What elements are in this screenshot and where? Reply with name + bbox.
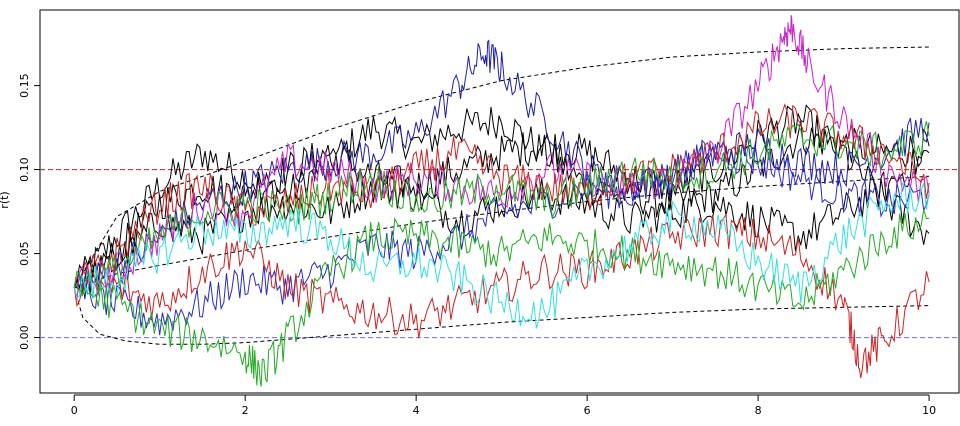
y-tick-label: 0.15 (18, 73, 31, 98)
y-axis-label: r(t) (0, 191, 11, 208)
series-line-7 (73, 103, 930, 288)
y-axis: 0.00 0.05 0.10 0.15 (18, 73, 40, 350)
series-line-4 (73, 139, 930, 336)
series-line-5 (73, 15, 930, 301)
x-tick-label: 8 (755, 404, 762, 417)
x-tick-label: 6 (584, 404, 591, 417)
series-line-3 (74, 39, 930, 300)
y-tick-label: 0.00 (18, 325, 31, 350)
series-line-8 (73, 209, 930, 387)
x-tick-label: 4 (413, 404, 420, 417)
x-tick-label: 10 (922, 404, 936, 417)
series-lines (73, 15, 930, 387)
x-tick-label: 0 (71, 404, 78, 417)
x-tick-label: 2 (242, 404, 249, 417)
plot-frame (39, 9, 960, 394)
y-tick-label: 0.05 (18, 241, 31, 266)
y-tick-label: 0.10 (18, 157, 31, 182)
bound-curve-2 (73, 287, 930, 345)
series-line-6 (73, 212, 930, 379)
series-line-0 (73, 106, 930, 289)
series-line-10 (73, 181, 930, 329)
x-axis: 0 2 4 6 8 10 (71, 394, 936, 417)
series-line-9 (73, 120, 930, 298)
